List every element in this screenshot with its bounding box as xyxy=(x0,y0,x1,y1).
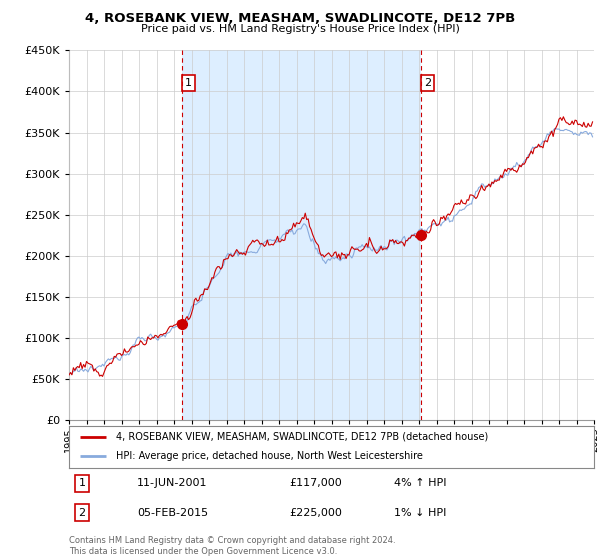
Text: Price paid vs. HM Land Registry's House Price Index (HPI): Price paid vs. HM Land Registry's House … xyxy=(140,24,460,34)
Text: 1: 1 xyxy=(79,478,86,488)
Text: £225,000: £225,000 xyxy=(290,508,343,518)
Text: 4, ROSEBANK VIEW, MEASHAM, SWADLINCOTE, DE12 7PB: 4, ROSEBANK VIEW, MEASHAM, SWADLINCOTE, … xyxy=(85,12,515,25)
Text: 05-FEB-2015: 05-FEB-2015 xyxy=(137,508,208,518)
Text: 2: 2 xyxy=(79,508,86,518)
Text: 1% ↓ HPI: 1% ↓ HPI xyxy=(395,508,447,518)
Text: 4% ↑ HPI: 4% ↑ HPI xyxy=(395,478,447,488)
Text: £117,000: £117,000 xyxy=(290,478,342,488)
Text: 4, ROSEBANK VIEW, MEASHAM, SWADLINCOTE, DE12 7PB (detached house): 4, ROSEBANK VIEW, MEASHAM, SWADLINCOTE, … xyxy=(116,432,488,442)
Text: HPI: Average price, detached house, North West Leicestershire: HPI: Average price, detached house, Nort… xyxy=(116,451,423,461)
Text: Contains HM Land Registry data © Crown copyright and database right 2024.
This d: Contains HM Land Registry data © Crown c… xyxy=(69,536,395,556)
Bar xyxy=(182,50,421,420)
Text: 11-JUN-2001: 11-JUN-2001 xyxy=(137,478,208,488)
Text: 1: 1 xyxy=(185,78,192,88)
Text: 2: 2 xyxy=(424,78,431,88)
